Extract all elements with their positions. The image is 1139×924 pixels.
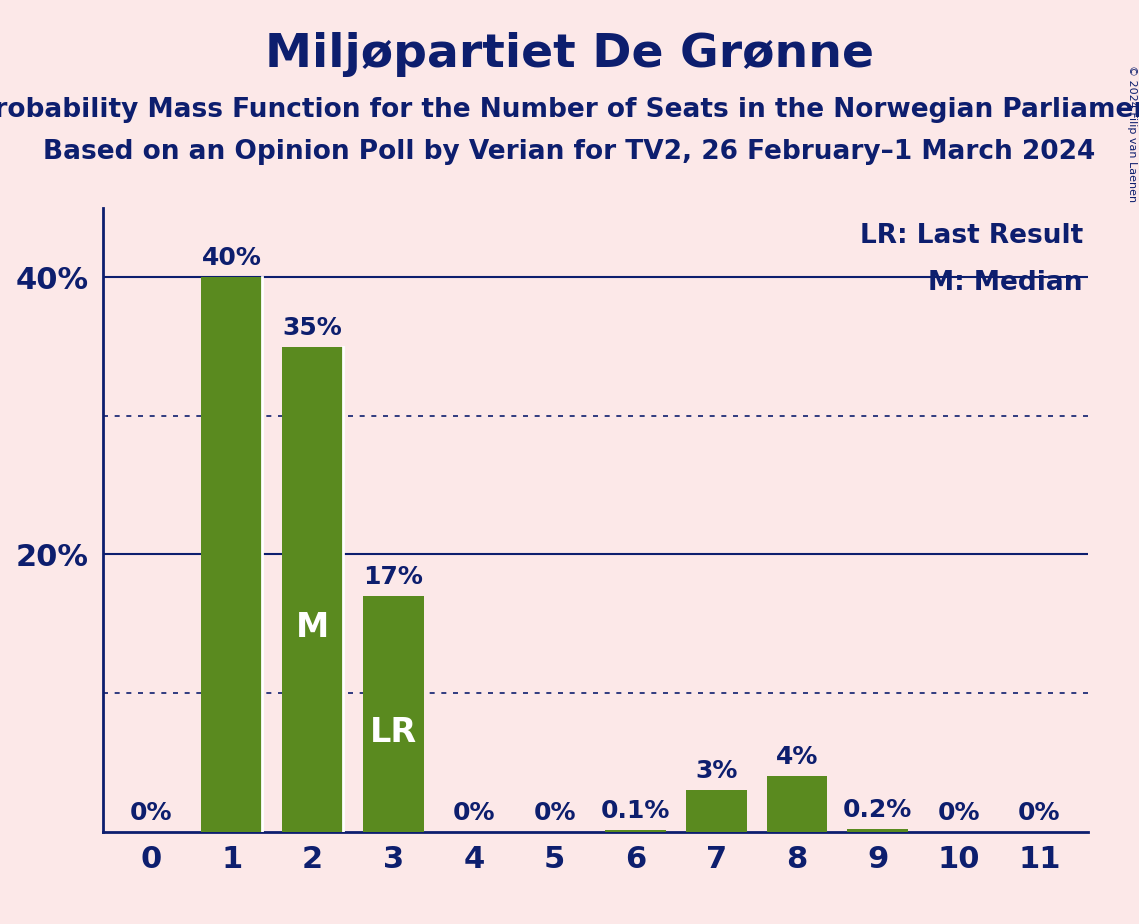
Text: M: Median: M: Median xyxy=(928,270,1083,297)
Bar xyxy=(847,829,908,832)
Text: 0.1%: 0.1% xyxy=(600,799,670,823)
Text: 3%: 3% xyxy=(695,760,737,784)
Text: 0%: 0% xyxy=(937,801,980,825)
Text: 0%: 0% xyxy=(533,801,576,825)
Text: 17%: 17% xyxy=(363,565,424,590)
Text: 0%: 0% xyxy=(452,801,495,825)
Bar xyxy=(605,831,666,832)
Text: © 2024 Filip van Laenen: © 2024 Filip van Laenen xyxy=(1126,65,1137,201)
Text: M: M xyxy=(296,612,329,644)
Bar xyxy=(202,277,262,832)
Text: LR: Last Result: LR: Last Result xyxy=(860,224,1083,249)
Bar xyxy=(767,776,827,832)
Text: LR: LR xyxy=(370,716,417,749)
Bar xyxy=(282,346,343,832)
Text: Miljøpartiet De Grønne: Miljøpartiet De Grønne xyxy=(265,32,874,78)
Text: Based on an Opinion Poll by Verian for TV2, 26 February–1 March 2024: Based on an Opinion Poll by Verian for T… xyxy=(43,139,1096,164)
Text: 4%: 4% xyxy=(776,746,818,769)
Bar xyxy=(686,790,746,832)
Text: 35%: 35% xyxy=(282,316,343,339)
Text: 0.2%: 0.2% xyxy=(843,798,912,822)
Text: Probability Mass Function for the Number of Seats in the Norwegian Parliament: Probability Mass Function for the Number… xyxy=(0,97,1139,123)
Bar xyxy=(363,596,424,832)
Text: 0%: 0% xyxy=(130,801,172,825)
Text: 0%: 0% xyxy=(1018,801,1060,825)
Text: 40%: 40% xyxy=(202,247,262,270)
